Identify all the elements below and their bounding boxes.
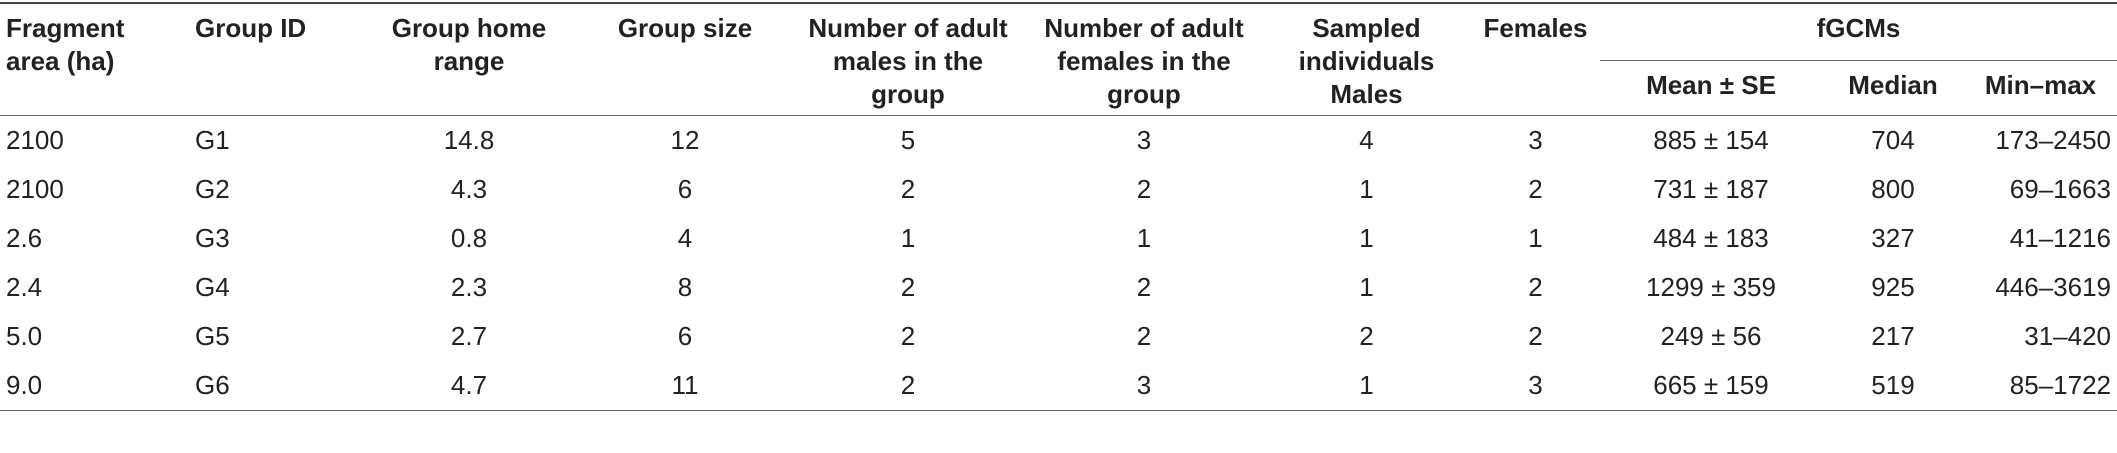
table-cell: 1 [900, 223, 916, 253]
subheader-cell: Median [1848, 70, 1938, 101]
table-cell: 1299 ± 359 [1646, 272, 1776, 302]
table-cell: 1 [1359, 272, 1374, 302]
table-cell: 3 [1528, 125, 1543, 155]
table-cell: 2 [1528, 174, 1543, 204]
table-cell: 8 [677, 272, 693, 302]
subheader-cell: Mean ± SE [1646, 70, 1776, 101]
table-cell: 1 [1262, 361, 1471, 411]
table-cell: G5 [195, 321, 230, 351]
header-cell: Number of adult males in the group [790, 2, 1026, 116]
table-cell: 5 [900, 125, 916, 155]
table-cell: 0.8 [450, 223, 488, 253]
table-cell: G3 [195, 223, 230, 253]
table-cell: 3 [1026, 361, 1262, 411]
table-cell: 2 [1528, 321, 1543, 351]
table-cell: 4.3 [450, 174, 488, 204]
table-cell: 704 [1871, 125, 1915, 155]
table-cell: 173–2450 [1995, 125, 2112, 155]
header-row: Fragment area (ha) Group ID Group home r… [0, 2, 2117, 116]
table-cell: 4 [1359, 125, 1374, 155]
table-cell: 1 [1359, 223, 1374, 253]
table-cell: 3 [1136, 125, 1152, 155]
table-cell: 2 [1136, 174, 1152, 204]
header-group: fGCMs [1600, 2, 2117, 62]
table-cell: 2 [900, 174, 916, 204]
table-cell: 4 [677, 223, 693, 253]
table-body: 2100 G1 14.8 12 5 3 4 3 885 ± 154 704 173–2450 2100… [0, 116, 2117, 411]
table-cell: 484 ± 183 [1653, 223, 1769, 253]
table-row: 5.0 G5 2.7 6 2 2 2 2 249 ± 56 217 31–420 [0, 312, 2117, 361]
table-cell: 2 [1528, 272, 1543, 302]
table-cell: 885 ± 154 [1653, 125, 1769, 155]
table-cell: 2.3 [450, 272, 488, 302]
table-cell: 2 [1136, 321, 1152, 351]
table-cell: G6 [189, 361, 358, 411]
header-cell: Fragment area (ha) [0, 2, 189, 116]
table-cell: 2 [900, 321, 916, 351]
table-cell: 31–420 [2024, 321, 2112, 351]
table-cell: 249 ± 56 [1660, 321, 1762, 351]
table-cell: 1 [1359, 174, 1374, 204]
table-row: 2100 G2 4.3 6 2 2 1 2 731 ± 187 800 69–1663 [0, 165, 2117, 214]
table-row: 9.0 G6 4.7 11 2 3 1 3 665 ± 159 519 85–1722 [0, 361, 2117, 411]
table-cell: 731 ± 187 [1653, 174, 1769, 204]
table-cell: 9.0 [0, 361, 189, 411]
table-cell: 6 [677, 321, 693, 351]
table-cell: 1 [1136, 223, 1152, 253]
table-cell: 69–1663 [2009, 174, 2112, 204]
table-header: Fragment area (ha) Group ID Group home r… [0, 2, 2117, 116]
table-cell: 800 [1871, 174, 1915, 204]
table-cell: G1 [195, 125, 230, 155]
table-cell: 327 [1871, 223, 1915, 253]
header-cell: Sampled individuals Males [1262, 2, 1471, 116]
header-cell: Number of adult females in the group [1026, 2, 1262, 116]
table-cell: 11 [580, 361, 790, 411]
table-cell: 41–1216 [2009, 223, 2112, 253]
header-cell: Group ID [189, 2, 358, 116]
table-cell: 665 ± 159 [1600, 361, 1822, 411]
table-row: 2.4 G4 2.3 8 2 2 1 2 1299 ± 359 925 446–3619 [0, 263, 2117, 312]
table-row: 2100 G1 14.8 12 5 3 4 3 885 ± 154 704 173–2450 [0, 116, 2117, 166]
table-cell: G4 [195, 272, 230, 302]
table-cell: 2.7 [450, 321, 488, 351]
table-cell: 5.0 [6, 321, 43, 351]
table-cell: 2100 [6, 174, 64, 204]
table-cell: 6 [677, 174, 693, 204]
table-row: 2.6 G3 0.8 4 1 1 1 1 484 ± 183 327 41–1216 [0, 214, 2117, 263]
table-cell: 2 [1136, 272, 1152, 302]
subheader-row: Mean ± SE Median Min–max [0, 61, 2117, 116]
table-cell: 2 [790, 361, 1026, 411]
data-table: Fragment area (ha) Group ID Group home r… [0, 2, 2117, 411]
table-cell: 2.4 [6, 272, 43, 302]
table-cell: 2.6 [6, 223, 43, 253]
header-cell: Group size [580, 2, 790, 116]
subheader-cell: Min–max [1984, 70, 2097, 101]
header-cell: Group home range [358, 2, 580, 116]
table-cell: 1 [1528, 223, 1543, 253]
table-cell: 446–3619 [1995, 272, 2112, 302]
table-cell: 2 [900, 272, 916, 302]
header-cell: Females [1471, 2, 1600, 116]
table-cell: 925 [1871, 272, 1915, 302]
table-cell: G2 [195, 174, 230, 204]
table-cell: 2100 [6, 125, 64, 155]
table-cell: 3 [1471, 361, 1600, 411]
table-cell: 217 [1871, 321, 1915, 351]
table-cell: 14.8 [443, 125, 495, 155]
table-cell: 4.7 [358, 361, 580, 411]
table-cell: 519 [1822, 361, 1964, 411]
table-cell: 12 [670, 125, 700, 155]
table-cell: 2 [1359, 321, 1374, 351]
table-cell: 85–1722 [1964, 361, 2117, 411]
